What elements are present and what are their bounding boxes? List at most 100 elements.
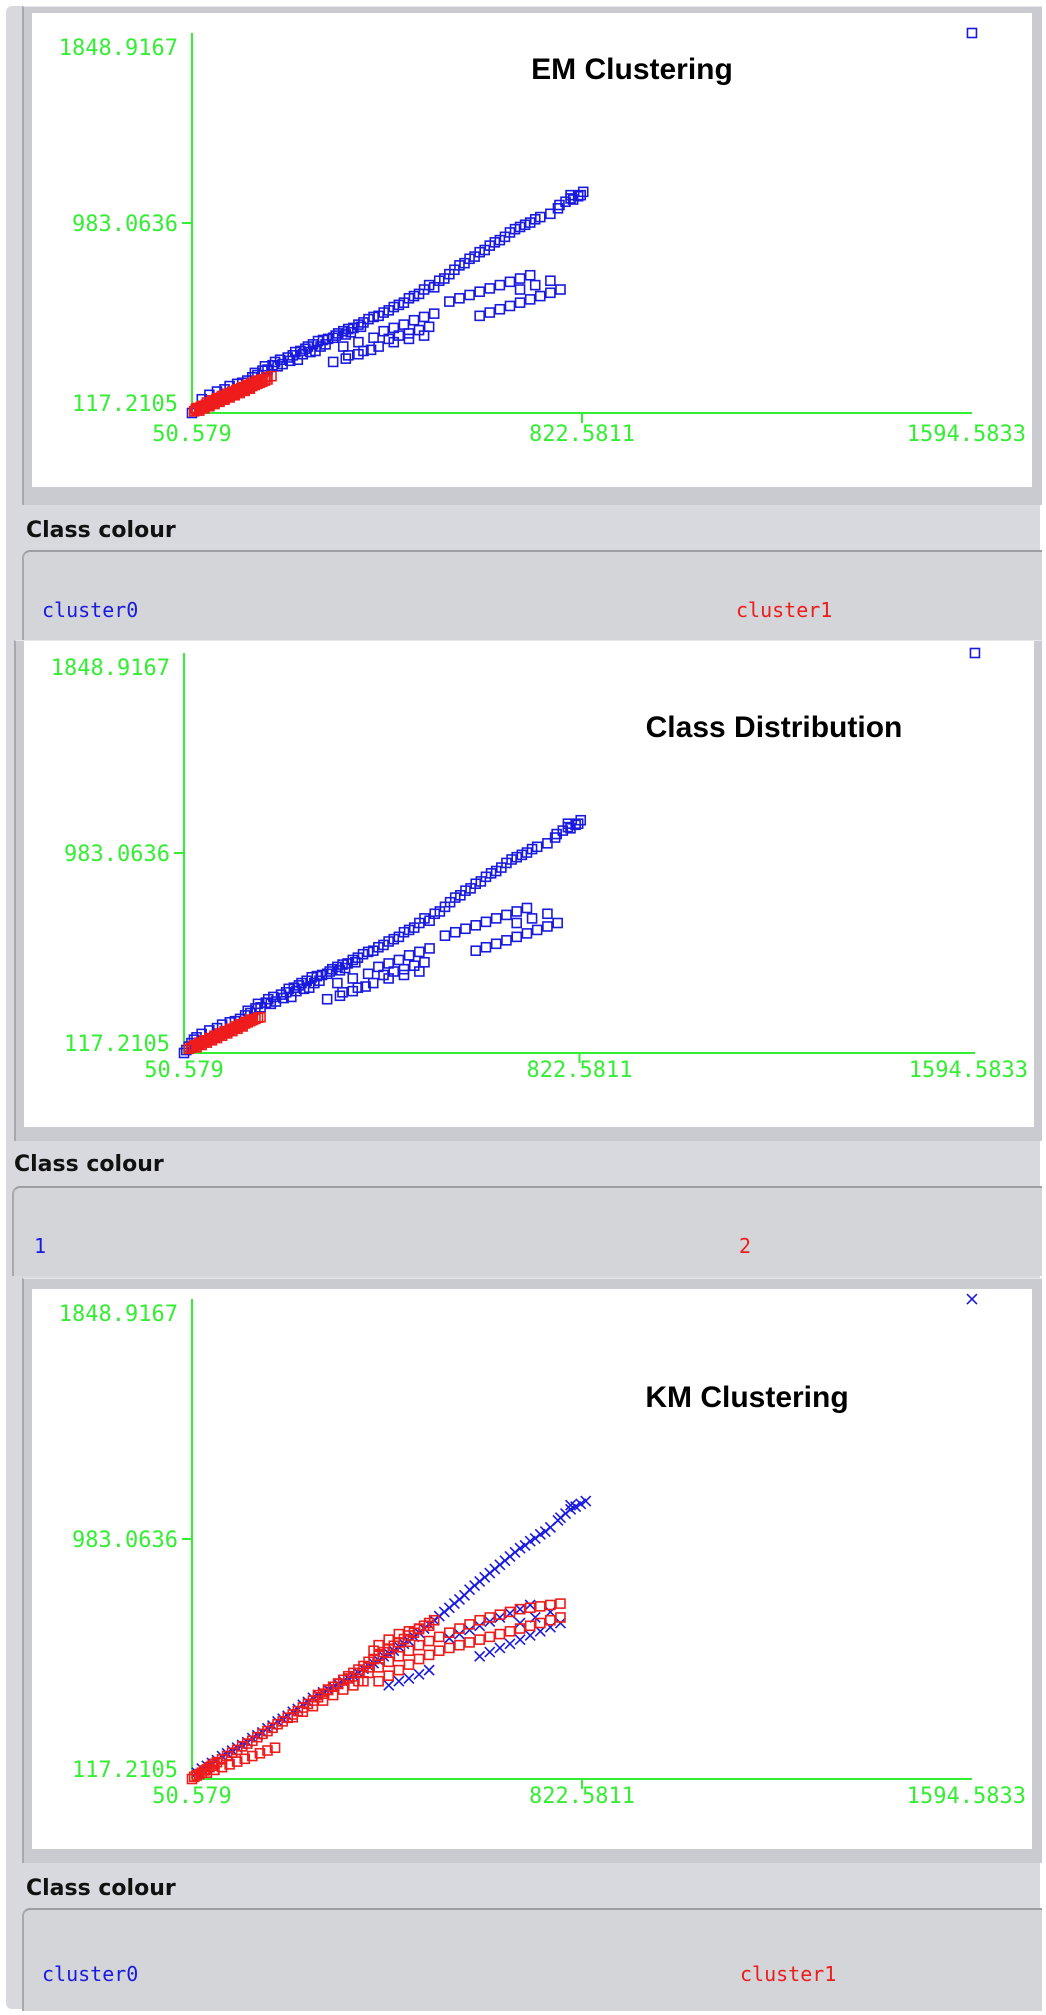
data-point[interactable] bbox=[373, 341, 384, 352]
data-point[interactable] bbox=[347, 985, 359, 997]
data-point[interactable] bbox=[474, 1650, 486, 1662]
data-point[interactable] bbox=[480, 916, 492, 928]
data-point[interactable] bbox=[423, 1664, 435, 1676]
data-point[interactable] bbox=[549, 832, 561, 843]
data-point[interactable] bbox=[297, 1706, 309, 1718]
data-point[interactable] bbox=[443, 1632, 455, 1644]
data-point[interactable] bbox=[514, 1623, 526, 1634]
data-point[interactable] bbox=[565, 189, 576, 201]
data-point[interactable] bbox=[327, 1689, 339, 1701]
data-point[interactable] bbox=[247, 1750, 258, 1762]
legend-item-cluster1-km[interactable]: cluster1 bbox=[740, 1962, 837, 1986]
data-point[interactable] bbox=[544, 1621, 556, 1633]
data-point[interactable] bbox=[433, 1631, 445, 1643]
data-point[interactable] bbox=[966, 1293, 978, 1305]
data-point[interactable] bbox=[337, 1684, 349, 1695]
data-point[interactable] bbox=[383, 1634, 395, 1645]
data-point[interactable] bbox=[545, 287, 556, 299]
data-point[interactable] bbox=[237, 1021, 248, 1032]
data-point[interactable] bbox=[403, 1659, 415, 1670]
data-point[interactable] bbox=[262, 1745, 273, 1756]
data-point[interactable] bbox=[266, 370, 277, 382]
data-point[interactable] bbox=[575, 1498, 587, 1510]
chart-class-distribution[interactable]: Class Distribution 1848.9167 983.0636 117.2… bbox=[24, 641, 1034, 1127]
data-point[interactable] bbox=[484, 1646, 496, 1658]
data-point[interactable] bbox=[403, 950, 415, 961]
data-point[interactable] bbox=[383, 1670, 395, 1681]
data-point[interactable] bbox=[542, 838, 553, 849]
data-point[interactable] bbox=[454, 1623, 465, 1634]
data-point[interactable] bbox=[255, 1011, 266, 1023]
data-point[interactable] bbox=[474, 1614, 485, 1626]
plot-area-em[interactable]: EM Clustering 1848.9167 983.0636 117.2105 50… bbox=[32, 13, 1032, 487]
data-point[interactable] bbox=[480, 941, 492, 953]
data-point[interactable] bbox=[470, 945, 482, 957]
data-point[interactable] bbox=[484, 1612, 496, 1623]
data-point[interactable] bbox=[373, 1639, 384, 1651]
data-point[interactable] bbox=[209, 1764, 220, 1776]
data-point[interactable] bbox=[555, 1612, 566, 1623]
data-point[interactable] bbox=[545, 275, 556, 287]
data-point[interactable] bbox=[554, 199, 565, 211]
data-point[interactable] bbox=[494, 279, 506, 291]
data-point[interactable] bbox=[383, 1679, 395, 1691]
data-point[interactable] bbox=[337, 341, 349, 352]
data-point[interactable] bbox=[398, 319, 410, 330]
data-point[interactable] bbox=[414, 966, 425, 977]
data-point[interactable] bbox=[439, 930, 451, 942]
data-point[interactable] bbox=[514, 297, 526, 308]
data-point[interactable] bbox=[360, 981, 371, 992]
data-point[interactable] bbox=[511, 906, 523, 917]
data-point[interactable] bbox=[474, 1634, 485, 1645]
data-point[interactable] bbox=[403, 1672, 415, 1685]
data-point[interactable] bbox=[423, 321, 435, 333]
chart-em-clustering[interactable]: EM Clustering 1848.9167 983.0636 117.2105 50… bbox=[32, 13, 1032, 487]
data-point[interactable] bbox=[511, 917, 523, 929]
data-point[interactable] bbox=[969, 647, 981, 659]
data-point[interactable] bbox=[545, 1614, 556, 1626]
data-point[interactable] bbox=[393, 954, 405, 966]
data-point[interactable] bbox=[474, 310, 485, 322]
data-point[interactable] bbox=[201, 1767, 213, 1778]
data-point[interactable] bbox=[347, 973, 359, 984]
data-point[interactable] bbox=[398, 963, 410, 975]
data-point[interactable] bbox=[317, 1695, 329, 1706]
data-point[interactable] bbox=[403, 1645, 415, 1657]
data-point[interactable] bbox=[524, 294, 536, 305]
data-point[interactable] bbox=[314, 975, 325, 987]
data-point[interactable] bbox=[231, 1756, 243, 1767]
data-point[interactable] bbox=[501, 935, 512, 946]
data-point[interactable] bbox=[343, 350, 354, 361]
legend-item-cluster0-km[interactable]: cluster0 bbox=[42, 1962, 139, 1986]
data-point[interactable] bbox=[524, 1599, 536, 1611]
data-point[interactable] bbox=[413, 1623, 425, 1634]
data-point[interactable] bbox=[504, 1626, 516, 1637]
data-point[interactable] bbox=[337, 986, 348, 998]
data-point[interactable] bbox=[408, 314, 420, 326]
data-point[interactable] bbox=[353, 336, 364, 348]
legend-item-1[interactable]: 1 bbox=[34, 1234, 47, 1258]
data-point[interactable] bbox=[393, 1628, 405, 1640]
data-point[interactable] bbox=[320, 339, 331, 350]
data-point[interactable] bbox=[534, 1601, 546, 1612]
data-point[interactable] bbox=[224, 1759, 235, 1770]
data-point[interactable] bbox=[358, 1675, 369, 1687]
data-point[interactable] bbox=[484, 283, 496, 294]
data-point[interactable] bbox=[414, 946, 425, 958]
data-point[interactable] bbox=[444, 1642, 455, 1654]
data-point[interactable] bbox=[423, 1649, 435, 1661]
data-point[interactable] bbox=[531, 924, 543, 936]
data-point[interactable] bbox=[524, 1629, 536, 1642]
data-point[interactable] bbox=[353, 348, 364, 360]
data-point[interactable] bbox=[428, 308, 440, 319]
data-point[interactable] bbox=[524, 269, 536, 281]
data-point[interactable] bbox=[504, 1638, 516, 1650]
data-point[interactable] bbox=[307, 1700, 319, 1712]
data-point[interactable] bbox=[444, 1627, 455, 1639]
data-point[interactable] bbox=[245, 1014, 256, 1025]
data-point[interactable] bbox=[542, 921, 553, 932]
data-point[interactable] bbox=[393, 1650, 405, 1662]
data-point[interactable] bbox=[521, 902, 533, 914]
data-point[interactable] bbox=[418, 330, 430, 341]
data-point[interactable] bbox=[526, 913, 538, 924]
